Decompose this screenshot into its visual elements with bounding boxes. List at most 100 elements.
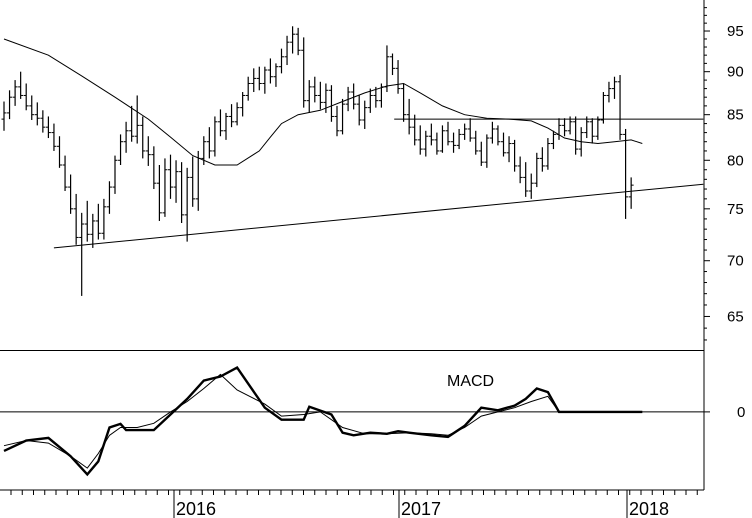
ohlc-bar (356, 95, 362, 126)
macd-panel: MACD (0, 366, 704, 477)
y-tick-label: 65 (727, 308, 744, 325)
ohlc-bar (445, 121, 451, 146)
ohlc-bar (334, 105, 340, 137)
ohlc-bar (18, 71, 24, 99)
macd-line (3, 366, 643, 477)
ohlc-bar (284, 35, 290, 66)
ohlc-bar (184, 167, 190, 242)
ohlc-bar (606, 81, 612, 103)
ohlc-bar (434, 132, 440, 155)
ohlc-bar (373, 86, 379, 108)
ohlc-bar (473, 130, 479, 155)
ohlc-bar (245, 76, 251, 101)
ohlc-bar (112, 155, 118, 194)
ohlc-bar (223, 112, 229, 140)
ohlc-bar (229, 104, 235, 128)
ohlc-bar (290, 26, 296, 54)
ohlc-bar (545, 138, 551, 170)
ohlc-bar (395, 60, 401, 94)
ohlc-bar (162, 158, 168, 217)
ohlc-bar (328, 85, 334, 122)
ohlc-bar (267, 58, 273, 84)
ohlc-bar (256, 66, 262, 91)
ohlc-bar (617, 75, 623, 140)
ohlc-bar (501, 132, 506, 157)
ohlc-bar (90, 213, 96, 248)
ohlc-bar (478, 141, 484, 166)
ohlc-bar (406, 98, 412, 135)
ohlc-bar (340, 98, 346, 135)
ohlc-bar (495, 125, 501, 146)
ohlc-bar (251, 68, 257, 93)
macd-zero-label: 0 (737, 404, 745, 421)
ohlc-bar (584, 116, 590, 139)
ohlc-bar (412, 114, 418, 146)
ohlc-bar (195, 150, 201, 211)
ohlc-bar (140, 116, 146, 159)
ohlc-bar (562, 118, 568, 137)
y-tick-label: 80 (727, 152, 744, 169)
ohlc-bar (600, 92, 606, 124)
ohlc-bar (57, 136, 62, 168)
ohlc-bar (556, 118, 562, 140)
ohlc-bar (351, 83, 357, 110)
macd-title: MACD (447, 373, 494, 390)
ohlc-bar (217, 109, 223, 137)
ohlc-bar (62, 155, 68, 191)
ohlc-bar (517, 156, 523, 184)
ohlc-bar (45, 116, 51, 139)
ohlc-bar (451, 132, 457, 153)
y-tick-label: 85 (727, 107, 744, 124)
ohlc-bar (367, 88, 373, 113)
ohlc-bar (118, 134, 124, 165)
moving-average-line (3, 38, 643, 166)
ohlc-bar (428, 123, 434, 146)
ohlc-bar (240, 92, 246, 117)
ohlc-bar (506, 136, 512, 163)
trendline-line (53, 183, 704, 249)
y-tick-label: 70 (727, 253, 744, 270)
ohlc-bar (390, 53, 395, 76)
ohlc-bar (145, 136, 151, 166)
x-tick-label: 2016 (176, 499, 216, 518)
ohlc-bar (29, 95, 35, 121)
ohlc-bar (273, 63, 279, 87)
ohlc-bar (484, 134, 490, 168)
ohlc-bar (68, 174, 74, 214)
ohlc-bar (40, 110, 46, 133)
ohlc-bar (262, 66, 268, 94)
ohlc-bar (417, 125, 423, 155)
ohlc-bar (550, 130, 556, 150)
ohlc-bar (623, 128, 629, 219)
ohlc-bar (528, 173, 534, 199)
ohlc-bar (439, 125, 445, 153)
x-tick-label: 2017 (401, 499, 441, 518)
ohlc-bar (106, 181, 112, 214)
ohlc-bar (206, 127, 212, 159)
ohlc-bar (362, 100, 368, 129)
ohlc-bar (489, 121, 495, 144)
ohlc-bar (123, 121, 129, 153)
ohlc-bar (384, 45, 390, 93)
ohlc-bar (134, 95, 140, 144)
y-tick-label: 95 (727, 23, 744, 40)
ohlc-bar (84, 200, 90, 242)
signal-line (3, 373, 643, 469)
ohlc-bar (306, 80, 312, 113)
ohlc-bar (23, 83, 29, 111)
price-panel (1, 26, 704, 296)
ohlc-bar (179, 162, 185, 223)
ohlc-bar (173, 160, 179, 203)
y-tick-label: 75 (727, 201, 744, 218)
ohlc-bar (573, 116, 579, 155)
ohlc-bar (523, 162, 529, 197)
ohlc-bar (456, 128, 462, 150)
ohlc-bar (1, 101, 7, 131)
ohlc-bar (462, 123, 468, 140)
ohlc-bar (589, 118, 595, 144)
ohlc-bar (12, 80, 18, 106)
ohlc-bar (7, 90, 13, 120)
ohlc-bar (190, 156, 196, 207)
